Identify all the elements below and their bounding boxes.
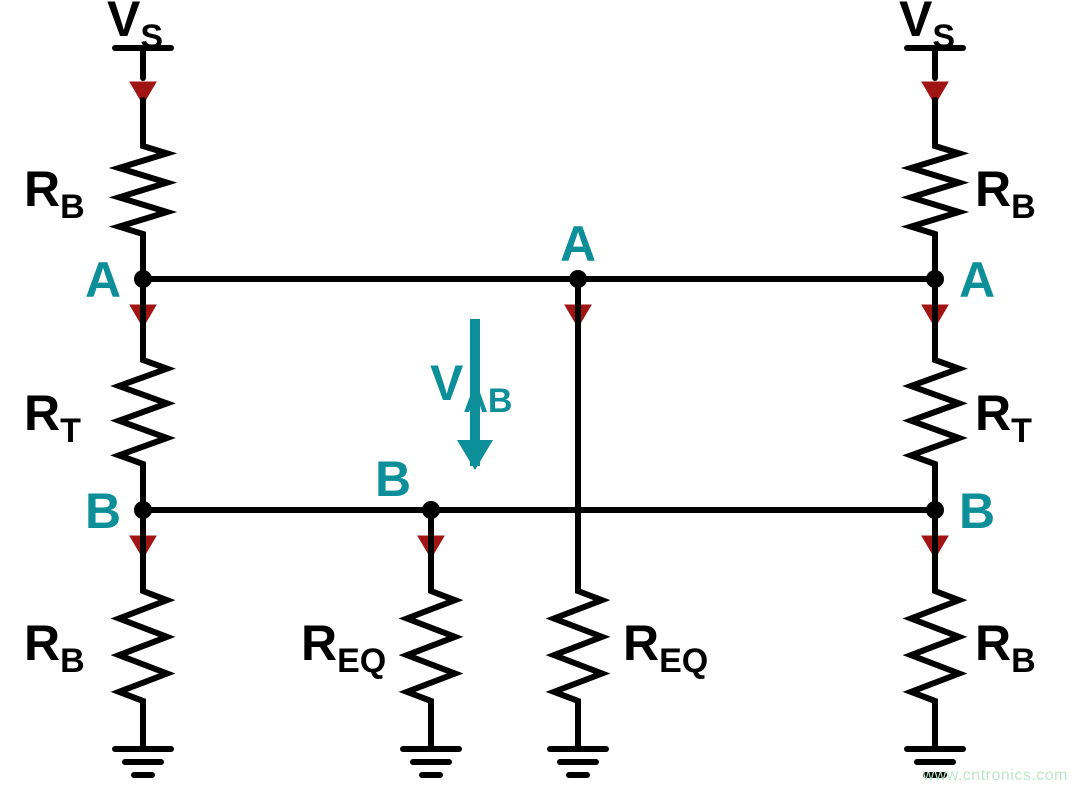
- resistor-rb-br: [911, 575, 959, 717]
- resistor-rb-bl: [119, 575, 167, 717]
- label-rt-right: RT: [975, 385, 1032, 450]
- label-rb-br: RB: [975, 615, 1036, 680]
- resistor-req-right: [554, 575, 602, 717]
- label-B-right: B: [959, 483, 995, 539]
- label-rb-tl: RB: [24, 161, 85, 226]
- label-rb-bl: RB: [24, 615, 85, 680]
- watermark-text: www.cntronics.com: [923, 767, 1068, 785]
- resistor-req-left: [407, 575, 455, 717]
- label-rb-tr: RB: [975, 161, 1036, 226]
- label-rt-left: RT: [24, 385, 81, 450]
- label-A-left: A: [85, 252, 121, 308]
- label-B-center: B: [375, 451, 411, 507]
- label-req-left: REQ: [301, 615, 386, 680]
- vab-arrow-head: [457, 440, 493, 470]
- resistor-rb-tl: [119, 130, 167, 250]
- resistor-rt-right: [911, 344, 959, 480]
- label-B-left: B: [85, 483, 121, 539]
- resistor-rb-tr: [911, 130, 959, 250]
- label-req-right: REQ: [623, 615, 708, 680]
- label-A-right: A: [959, 252, 995, 308]
- resistor-rt-left: [119, 344, 167, 480]
- label-A-center: A: [560, 216, 596, 272]
